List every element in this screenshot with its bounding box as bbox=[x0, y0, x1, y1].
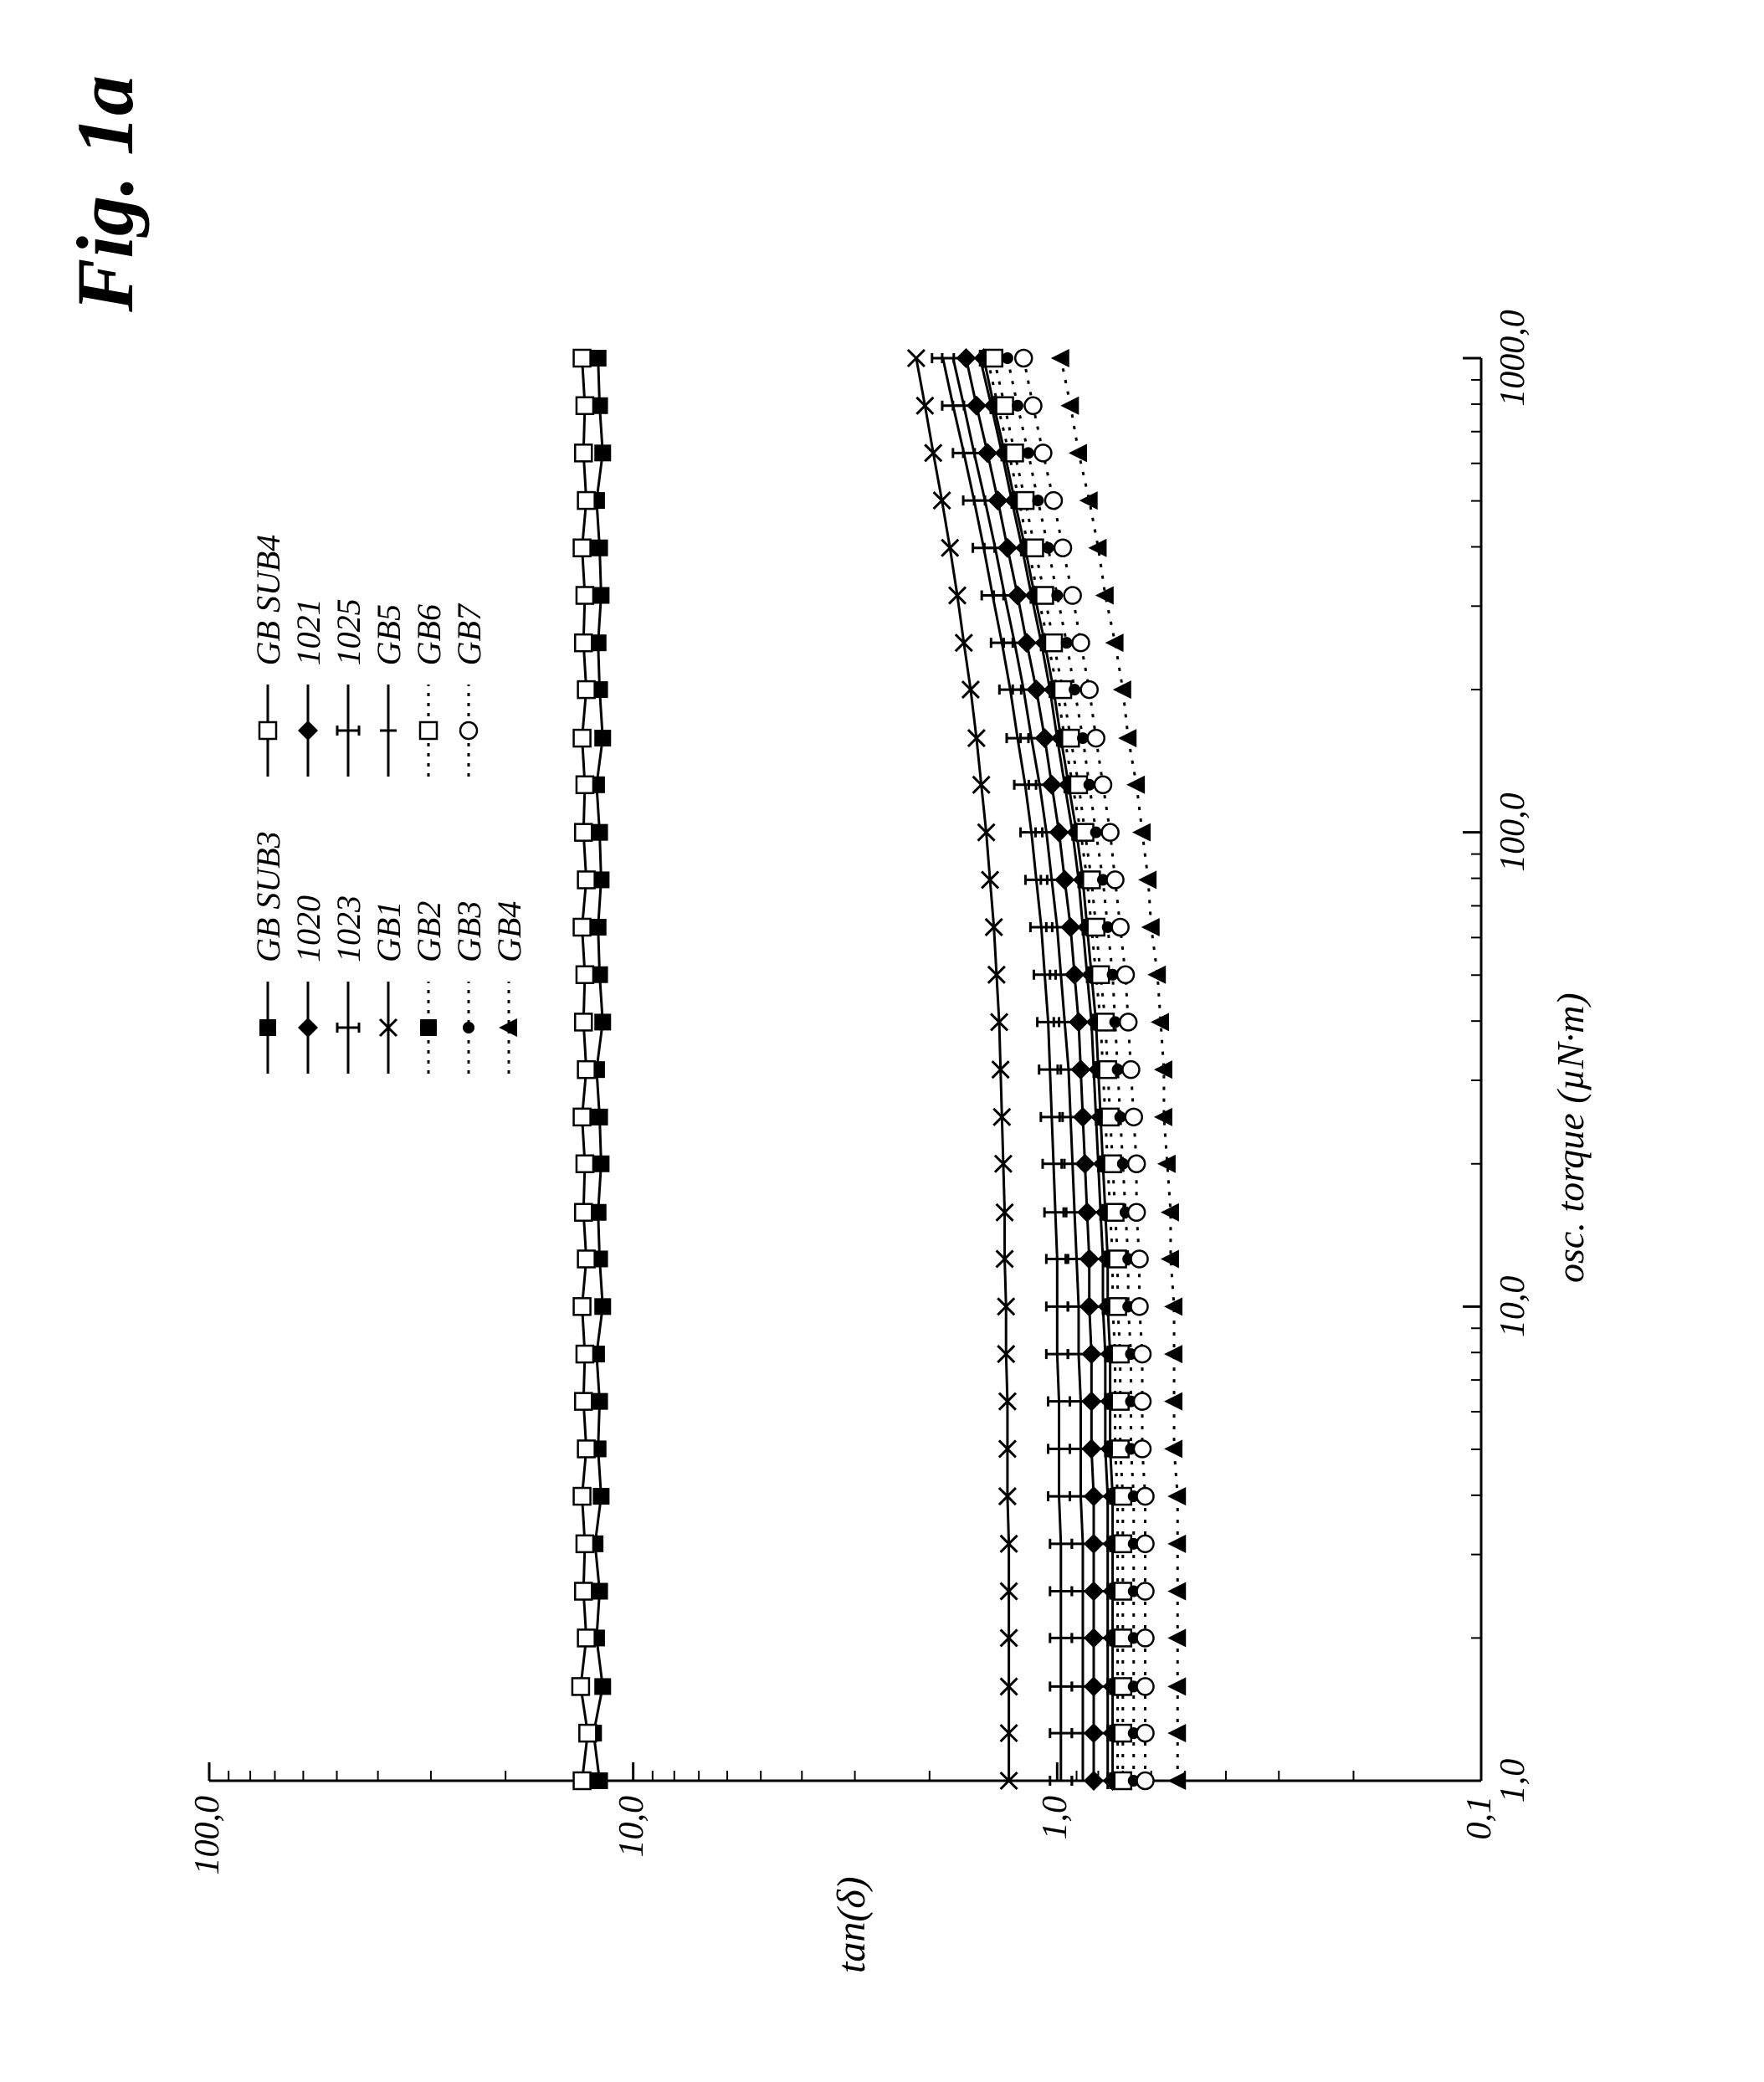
legend-item: 1021 bbox=[291, 535, 325, 782]
legend: GB SUB310201023GB1GB2GB3GB4 GB SUB4102110… bbox=[251, 485, 532, 1078]
legend-label: GB6 bbox=[409, 604, 449, 665]
legend-label: GB3 bbox=[449, 901, 489, 962]
series-GB SUB4 bbox=[572, 350, 596, 1789]
legend-item: 1025 bbox=[331, 535, 365, 782]
legend-label: GB5 bbox=[369, 604, 408, 665]
legend-item: 1020 bbox=[291, 831, 325, 1078]
x-tick-label: 1000,0 bbox=[1493, 308, 1533, 408]
series-GB1 bbox=[908, 350, 1018, 1789]
legend-item: GB2 bbox=[412, 831, 445, 1078]
legend-label: GB7 bbox=[449, 604, 489, 665]
legend-label: GB SUB4 bbox=[249, 535, 288, 666]
legend-item: 1023 bbox=[331, 831, 365, 1078]
legend-label: 1020 bbox=[289, 895, 328, 962]
legend-label: GB1 bbox=[369, 901, 408, 962]
figure-title: Fig. 1a bbox=[59, 75, 151, 312]
legend-label: 1023 bbox=[329, 895, 368, 962]
legend-item: GB5 bbox=[372, 535, 405, 782]
legend-item: GB6 bbox=[412, 535, 445, 782]
legend-label: GB2 bbox=[409, 901, 449, 962]
legend-item: GB SUB3 bbox=[251, 831, 285, 1078]
y-tick-label: 0,1 bbox=[1459, 1796, 1500, 1840]
x-axis-label: osc. torque (µN·m) bbox=[1548, 992, 1592, 1283]
legend-label: 1025 bbox=[329, 598, 368, 665]
legend-label: 1021 bbox=[289, 598, 328, 665]
legend-item: GB SUB4 bbox=[251, 535, 285, 782]
x-tick-label: 100,0 bbox=[1493, 782, 1533, 883]
legend-item: GB1 bbox=[372, 831, 405, 1078]
legend-item: GB7 bbox=[452, 535, 485, 782]
legend-label: GB SUB3 bbox=[249, 831, 288, 962]
y-tick-label: 10,0 bbox=[612, 1796, 652, 1858]
series-1025 bbox=[942, 353, 1094, 1786]
x-tick-label: 10,0 bbox=[1493, 1256, 1533, 1356]
y-tick-label: 100,0 bbox=[187, 1796, 228, 1875]
legend-label: GB4 bbox=[490, 901, 529, 962]
legend-item: GB4 bbox=[492, 831, 526, 1078]
legend-item: GB3 bbox=[452, 831, 485, 1078]
y-axis-label: tan(δ) bbox=[828, 1876, 874, 1973]
y-tick-label: 1,0 bbox=[1035, 1796, 1075, 1840]
